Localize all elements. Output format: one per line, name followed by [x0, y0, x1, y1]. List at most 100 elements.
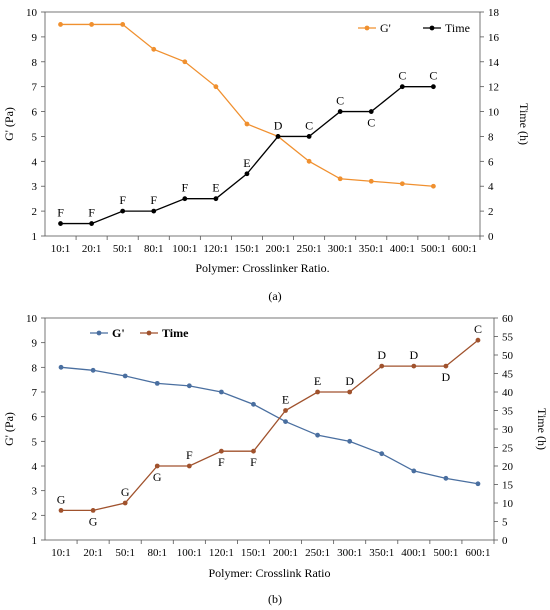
y-tick-label: 3	[32, 486, 38, 498]
data-point-g-prime	[443, 475, 449, 481]
data-point-g-prime	[315, 432, 321, 438]
y-tick-label: 9	[32, 338, 38, 350]
data-point-time	[251, 448, 256, 454]
point-label: C	[474, 322, 482, 336]
x-tick-label: 100:1	[177, 547, 202, 559]
point-label: F	[186, 448, 193, 462]
x-axis-title: Polymer: Crosslinker Ratio.	[195, 261, 329, 275]
point-label: G	[153, 470, 162, 484]
y-tick-label: 2	[32, 510, 38, 522]
y2-tick-label: 60	[502, 313, 514, 325]
x-tick-label: 50:1	[113, 243, 133, 255]
data-point-g-prime	[251, 401, 256, 407]
figure-caption: (b)	[268, 592, 282, 606]
data-point-g-prime	[58, 364, 64, 370]
data-point-g-prime	[120, 22, 126, 27]
x-tick-label: 400:1	[390, 243, 415, 255]
point-label: C	[367, 116, 375, 130]
data-point-time	[89, 221, 95, 226]
point-label: D	[409, 348, 418, 362]
data-point-g-prime	[379, 451, 385, 457]
y-axis-title: G' (Pa)	[2, 412, 16, 446]
data-point-time	[399, 84, 405, 90]
y2-tick-label: 0	[488, 231, 494, 243]
point-label: F	[250, 455, 257, 469]
data-point-g-prime	[347, 438, 353, 444]
y2-tick-label: 5	[502, 517, 508, 529]
x-tick-label: 500:1	[433, 547, 458, 559]
x-tick-label: 250:1	[297, 243, 322, 255]
data-point-time	[283, 408, 288, 413]
x-tick-label: 50:1	[115, 547, 135, 559]
data-point-time	[315, 389, 321, 395]
y-tick-label: 10	[26, 7, 38, 19]
data-point-time	[58, 508, 64, 513]
point-label: D	[274, 118, 283, 132]
point-label: C	[398, 69, 406, 83]
y2-tick-label: 6	[488, 156, 494, 168]
data-point-g-prime	[411, 468, 417, 474]
data-point-g-prime	[154, 380, 160, 386]
y2-tick-label: 12	[488, 82, 499, 94]
x-axis-title: Polymer: Crosslink Ratio	[208, 566, 330, 580]
x-tick-label: 80:1	[147, 547, 167, 559]
x-tick-label: 350:1	[359, 243, 384, 255]
legend-label-g-prime: G'	[112, 326, 125, 340]
legend-marker-time	[429, 25, 435, 31]
y2-tick-label: 16	[488, 32, 500, 44]
series-time: F F F F F E E D C C C C C	[57, 69, 437, 226]
data-point-time	[122, 500, 128, 506]
y2-tick-label: 15	[502, 480, 514, 492]
x-tick-label: 10:1	[51, 547, 71, 559]
point-label: F	[57, 206, 64, 220]
y-tick-label: 4	[32, 156, 38, 168]
data-point-g-prime	[182, 59, 188, 65]
data-point-time	[244, 171, 250, 177]
y2-tick-label: 50	[502, 350, 514, 362]
data-point-time	[411, 363, 417, 369]
y-tick-label: 6	[32, 412, 38, 424]
y-tick-label: 9	[32, 32, 38, 44]
x-tick-label: 300:1	[337, 547, 362, 559]
data-point-g-prime	[89, 22, 95, 27]
data-point-time	[475, 337, 481, 343]
y2-tick-label: 0	[502, 535, 508, 547]
data-point-time	[58, 221, 63, 226]
point-label: E	[314, 374, 321, 388]
data-point-time	[306, 134, 312, 139]
x-tick-label: 150:1	[234, 243, 259, 255]
y-tick-label: 8	[32, 362, 38, 374]
y2-tick-label: 10	[488, 107, 500, 119]
point-label: C	[429, 69, 437, 83]
series-line-time	[61, 339, 479, 512]
data-point-g-prime	[283, 419, 288, 424]
y-tick-label: 1	[32, 535, 38, 547]
data-point-g-prime	[244, 121, 250, 127]
y-axis-title: G' (Pa)	[2, 107, 16, 141]
data-point-time	[218, 448, 224, 454]
y2-axis-title: Time (h)	[517, 103, 531, 145]
plot-frame	[44, 11, 481, 237]
data-point-time	[120, 208, 126, 214]
data-point-time	[151, 208, 157, 214]
x-tick-label: 300:1	[328, 243, 353, 255]
y2-tick-label: 10	[502, 498, 514, 510]
y-tick-label: 5	[32, 436, 38, 448]
y2-tick-label: 4	[488, 181, 494, 193]
y2-tick-label: 35	[502, 406, 514, 418]
y-tick-label: 1	[32, 231, 38, 243]
x-tick-label: 150:1	[241, 547, 266, 559]
data-point-g-prime	[151, 46, 157, 52]
legend-label-time: Time	[162, 326, 189, 340]
data-point-time	[90, 508, 96, 513]
legend-marker-time	[146, 330, 152, 336]
y-tick-label: 7	[32, 387, 38, 399]
x-tick-label: 600:1	[452, 243, 477, 255]
x-tick-label: 120:1	[209, 547, 234, 559]
point-label: F	[218, 455, 225, 469]
x-tick-label: 80:1	[144, 243, 164, 255]
data-point-time	[186, 463, 192, 469]
data-point-g-prime	[430, 183, 436, 189]
